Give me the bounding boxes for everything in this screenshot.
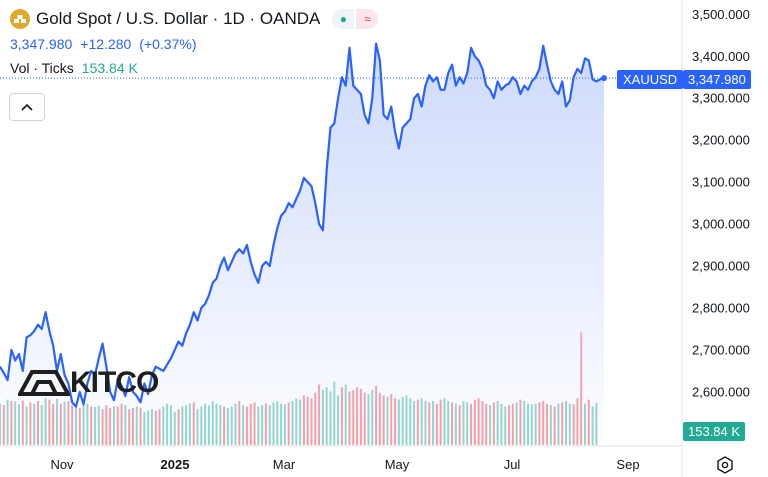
- time-tick-label: Jul: [504, 457, 521, 472]
- price-tick-label: 3,400.000: [692, 49, 750, 64]
- symbol-title[interactable]: Gold Spot / U.S. Dollar · 1D · OANDA: [36, 9, 321, 28]
- kitco-text: KITCO: [70, 366, 159, 399]
- last-price-dot: [601, 75, 607, 82]
- price-area: [0, 43, 604, 441]
- price-tick-label: 2,600.000: [692, 384, 750, 399]
- kitco-logo-icon: [18, 370, 70, 396]
- price-tick-label: 2,700.000: [692, 342, 750, 357]
- last-price: 3,347.980: [10, 36, 73, 52]
- price-tick-label: 2,800.000: [692, 300, 750, 315]
- kitco-watermark: KITCO: [18, 366, 159, 400]
- volume-tag: 153.84 K: [683, 422, 746, 441]
- volume-label[interactable]: Vol · Ticks: [10, 60, 74, 76]
- chart-legend: Gold Spot / U.S. Dollar · 1D · OANDA ● ≈…: [10, 8, 379, 76]
- time-tick-label: Nov: [50, 457, 74, 472]
- market-status-badge[interactable]: ● ≈: [332, 9, 379, 29]
- price-tick-label: 3,100.000: [692, 175, 750, 190]
- time-tick-label: 2025: [161, 457, 190, 472]
- volume-value: 153.84 K: [81, 60, 138, 76]
- settings-icon[interactable]: [716, 456, 734, 474]
- time-tick-label: Sep: [616, 457, 639, 472]
- market-open-icon: ●: [332, 9, 355, 29]
- price-tick-label: 3,000.000: [692, 217, 750, 232]
- price-tick-label: 2,900.000: [692, 259, 750, 274]
- gold-symbol-icon: [10, 9, 30, 29]
- data-delay-icon: ≈: [356, 9, 379, 29]
- price-change-pct: (+0.37%): [139, 36, 197, 52]
- price-tick-label: 3,300.000: [692, 91, 750, 106]
- last-price-tag: 3,347.980: [683, 70, 751, 89]
- chevron-up-icon: [21, 103, 33, 111]
- price-line: [0, 42, 605, 408]
- price-change: +12.280: [80, 36, 132, 52]
- time-tick-label: May: [385, 457, 410, 472]
- time-axis[interactable]: Nov 2025 Mar May Jul Sep: [50, 457, 639, 472]
- time-tick-label: Mar: [273, 457, 296, 472]
- symbol-price-tag: XAUUSD: [617, 70, 684, 89]
- price-tick-label: 3,200.000: [692, 133, 750, 148]
- collapse-legend-button[interactable]: [9, 93, 45, 121]
- price-tick-label: 3,500.000: [692, 7, 750, 22]
- price-axis[interactable]: 2,600.000 2,700.000 2,800.000 2,900.000 3,00…: [692, 7, 750, 400]
